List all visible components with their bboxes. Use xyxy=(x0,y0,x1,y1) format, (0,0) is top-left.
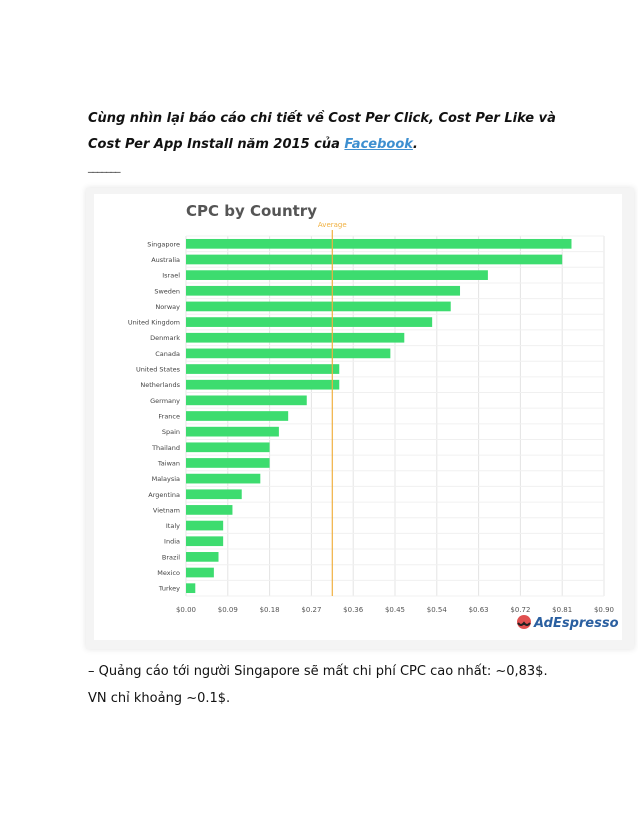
x-tick-label: $0.63 xyxy=(469,606,489,614)
bar-argentina xyxy=(186,489,242,500)
mustache-shape xyxy=(517,621,531,626)
category-label: Singapore xyxy=(147,240,180,248)
bar-spain xyxy=(186,426,279,437)
x-tick-label: $0.27 xyxy=(301,606,321,614)
chart-figure: CPC by Country $0.00 $0.09 $0.18 $0.27 $0.36 $… xyxy=(86,188,634,649)
bar-italy xyxy=(186,520,224,531)
bar-vietnam xyxy=(186,505,233,515)
bar-france xyxy=(186,411,289,421)
x-tick-label: $0.45 xyxy=(385,606,405,614)
divider-line: _______ xyxy=(88,160,120,173)
bar-thailand xyxy=(186,442,270,453)
bar-netherlands xyxy=(186,379,340,390)
category-label: Mexico xyxy=(157,569,180,577)
intro-text: Cùng nhìn lại báo cáo chi tiết về Cost P… xyxy=(88,111,556,152)
category-label: Canada xyxy=(155,350,180,358)
bar-turkey xyxy=(186,583,196,594)
category-label: France xyxy=(158,413,180,421)
category-label: Netherlands xyxy=(140,381,180,389)
brand-logo-text: AdEspresso xyxy=(533,616,619,631)
bar-brazil xyxy=(186,552,219,562)
bar-denmark xyxy=(186,332,405,343)
category-label: Vietnam xyxy=(153,506,180,514)
category-label: India xyxy=(164,538,180,546)
bar-singapore xyxy=(186,238,572,249)
bar-united-states xyxy=(186,364,340,374)
bar-israel xyxy=(186,270,488,280)
bar-germany xyxy=(186,395,307,406)
average-label: Average xyxy=(318,221,347,229)
x-tick-label: $0.54 xyxy=(427,606,448,614)
bar-canada xyxy=(186,348,391,359)
category-label: Israel xyxy=(162,272,180,280)
x-tick-label: $0.09 xyxy=(218,606,238,614)
x-tick-label: $0.90 xyxy=(594,606,614,614)
chart-panel: CPC by Country $0.00 $0.09 $0.18 $0.27 $0.36 $… xyxy=(94,194,622,640)
category-label: Brazil xyxy=(162,553,180,561)
cpc-chart: CPC by Country $0.00 $0.09 $0.18 $0.27 $0.36 $… xyxy=(128,202,619,631)
category-label: Denmark xyxy=(150,334,180,342)
category-label: Turkey xyxy=(158,585,180,593)
category-label: United States xyxy=(136,366,181,374)
bar-taiwan xyxy=(186,458,270,468)
bar-mexico xyxy=(186,567,214,578)
category-label: Norway xyxy=(155,303,180,311)
x-tick-label: $0.72 xyxy=(510,606,530,614)
bar-india xyxy=(186,536,224,547)
chart-title: CPC by Country xyxy=(186,202,317,220)
category-label: Taiwan xyxy=(157,459,180,467)
bar-australia xyxy=(186,254,563,265)
category-label: Malaysia xyxy=(152,475,180,483)
category-label: Australia xyxy=(151,256,180,264)
x-tick-label: $0.36 xyxy=(343,606,364,614)
category-label: Thailand xyxy=(151,444,180,452)
facebook-link[interactable]: Facebook xyxy=(344,137,413,152)
category-label: Spain xyxy=(162,428,180,436)
bar-malaysia xyxy=(186,473,261,484)
x-tick-label: $0.00 xyxy=(176,606,196,614)
caption-text: – Quảng cáo tới người Singapore sẽ mất c… xyxy=(88,664,548,706)
category-label: Germany xyxy=(150,397,180,405)
bar-united-kingdom xyxy=(186,317,433,327)
category-label: Sweden xyxy=(154,287,180,295)
bar-sweden xyxy=(186,285,461,296)
intro-period: . xyxy=(412,137,418,152)
x-tick-label: $0.81 xyxy=(552,606,572,614)
intro-paragraph: Cùng nhìn lại báo cáo chi tiết về Cost P… xyxy=(88,106,568,158)
category-label: Argentina xyxy=(148,491,180,499)
category-label: United Kingdom xyxy=(128,319,180,327)
category-label: Italy xyxy=(166,522,180,530)
bar-norway xyxy=(186,301,451,312)
x-tick-label: $0.18 xyxy=(260,606,280,614)
